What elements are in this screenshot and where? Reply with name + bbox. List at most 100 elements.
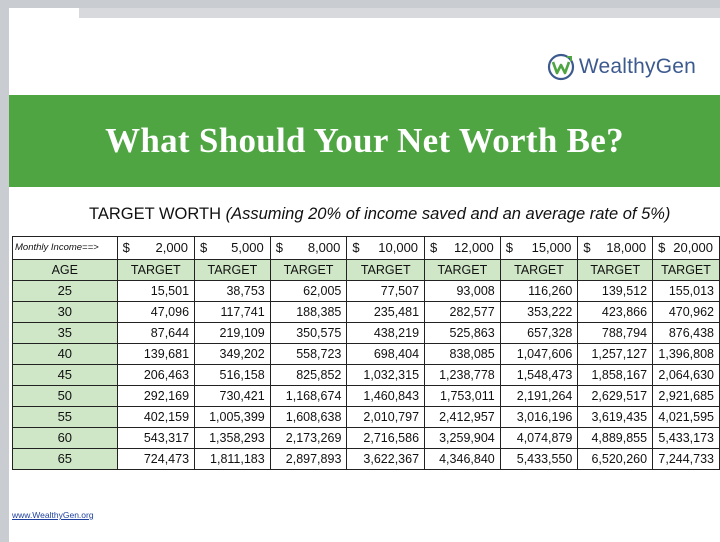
target-value-cell: 2,716,586 <box>346 427 426 449</box>
target-value-cell: 353,222 <box>499 301 579 323</box>
currency-symbol: $ <box>200 240 208 255</box>
target-value-cell: 77,507 <box>346 280 426 302</box>
target-value-cell: 282,577 <box>424 301 501 323</box>
target-value-cell: 117,741 <box>194 301 271 323</box>
table-row: 25 15,501 38,753 62,005 77,507 93,008 116,260 1… <box>12 280 720 302</box>
target-value-cell: 730,421 <box>194 385 271 407</box>
age-cell: 55 <box>12 406 118 428</box>
target-value-cell: 1,047,606 <box>499 343 579 365</box>
currency-symbol: $ <box>505 240 513 255</box>
target-value-cell: 657,328 <box>499 322 579 344</box>
slide: WealthyGen What Should Your Net Worth Be… <box>9 8 720 542</box>
table-row: 35 87,644 219,109 350,575 438,219 525,863 657,… <box>12 322 720 344</box>
target-value-cell: 2,064,630 <box>652 364 720 386</box>
age-cell: 30 <box>12 301 118 323</box>
income-value-cell: $12,000 <box>424 236 501 260</box>
target-value-cell: 543,317 <box>116 427 196 449</box>
target-value-cell: 876,438 <box>652 322 720 344</box>
table-row: 40 139,681 349,202 558,723 698,404 838,085 1,0… <box>12 343 720 365</box>
income-value-cell: $18,000 <box>577 236 654 260</box>
target-value-cell: 3,016,196 <box>499 406 579 428</box>
age-cell: 40 <box>12 343 118 365</box>
target-value-cell: 7,244,733 <box>652 448 720 470</box>
income-amount: 10,000 <box>378 240 419 255</box>
target-value-cell: 2,412,957 <box>424 406 501 428</box>
target-value-cell: 1,858,167 <box>577 364 654 386</box>
target-value-cell: 1,548,473 <box>499 364 579 386</box>
target-value-cell: 93,008 <box>424 280 501 302</box>
target-value-cell: 1,753,011 <box>424 385 501 407</box>
table-row: 30 47,096 117,741 188,385 235,481 282,577 353,… <box>12 301 720 323</box>
age-cell: 50 <box>12 385 118 407</box>
target-value-cell: 87,644 <box>116 322 196 344</box>
table-row: 45 206,463 516,158 825,852 1,032,315 1,238,77… <box>12 364 720 386</box>
target-value-cell: 2,897,893 <box>269 448 348 470</box>
target-value-cell: 2,010,797 <box>346 406 426 428</box>
subtitle-main: TARGET WORTH <box>89 205 221 223</box>
income-value-cell: $20,000 <box>652 236 720 260</box>
target-value-cell: 825,852 <box>269 364 348 386</box>
table-row: 60 543,317 1,358,293 2,173,269 2,716,586 3,25… <box>12 427 720 449</box>
target-value-cell: 62,005 <box>269 280 348 302</box>
target-value-cell: 1,168,674 <box>269 385 348 407</box>
age-cell: 25 <box>12 280 118 302</box>
brand-name: WealthyGen <box>578 55 696 78</box>
target-value-cell: 1,608,638 <box>269 406 348 428</box>
table-subtitle: TARGET WORTH (Assuming 20% of income sav… <box>89 205 670 224</box>
target-value-cell: 402,159 <box>116 406 196 428</box>
target-value-cell: 350,575 <box>269 322 348 344</box>
target-value-cell: 1,358,293 <box>194 427 271 449</box>
income-label: Monthly Income==> <box>12 236 118 260</box>
table-row: 65 724,473 1,811,183 2,897,893 3,622,367 4,34… <box>12 448 720 470</box>
income-value-cell: $10,000 <box>346 236 426 260</box>
income-amount: 8,000 <box>307 240 341 255</box>
target-value-cell: 1,396,808 <box>652 343 720 365</box>
target-value-cell: 1,238,778 <box>424 364 501 386</box>
currency-symbol: $ <box>583 240 591 255</box>
target-value-cell: 423,866 <box>577 301 654 323</box>
target-value-cell: 116,260 <box>499 280 579 302</box>
income-value-cell: $2,000 <box>116 236 196 260</box>
target-header: TARGET <box>577 259 654 281</box>
target-header: TARGET <box>116 259 196 281</box>
currency-symbol: $ <box>275 240 283 255</box>
target-value-cell: 3,259,904 <box>424 427 501 449</box>
age-cell: 60 <box>12 427 118 449</box>
table-row: 55 402,159 1,005,399 1,608,638 2,010,797 2,41… <box>12 406 720 428</box>
target-value-cell: 206,463 <box>116 364 196 386</box>
target-value-cell: 2,629,517 <box>577 385 654 407</box>
target-value-cell: 219,109 <box>194 322 271 344</box>
target-value-cell: 525,863 <box>424 322 501 344</box>
target-value-cell: 3,619,435 <box>577 406 654 428</box>
target-value-cell: 5,433,550 <box>499 448 579 470</box>
target-value-cell: 724,473 <box>116 448 196 470</box>
target-value-cell: 2,191,264 <box>499 385 579 407</box>
target-value-cell: 3,622,367 <box>346 448 426 470</box>
target-value-cell: 2,921,685 <box>652 385 720 407</box>
currency-symbol: $ <box>658 240 666 255</box>
income-amount: 15,000 <box>531 240 572 255</box>
target-value-cell: 188,385 <box>269 301 348 323</box>
target-value-cell: 4,074,879 <box>499 427 579 449</box>
target-value-cell: 558,723 <box>269 343 348 365</box>
target-value-cell: 349,202 <box>194 343 271 365</box>
subtitle-note: (Assuming 20% of income saved and an ave… <box>225 205 671 223</box>
target-value-cell: 235,481 <box>346 301 426 323</box>
target-header: TARGET <box>194 259 271 281</box>
target-value-cell: 4,889,855 <box>577 427 654 449</box>
currency-symbol: $ <box>352 240 360 255</box>
wealthygen-logo-icon <box>547 53 574 81</box>
table-row: 50 292,169 730,421 1,168,674 1,460,843 1,753,… <box>12 385 720 407</box>
target-value-cell: 1,005,399 <box>194 406 271 428</box>
target-value-cell: 139,681 <box>116 343 196 365</box>
target-header: TARGET <box>269 259 348 281</box>
target-value-cell: 438,219 <box>346 322 426 344</box>
target-header: TARGET <box>652 259 720 281</box>
footer-link[interactable]: www.WealthyGen.org <box>12 510 94 520</box>
target-value-cell: 292,169 <box>116 385 196 407</box>
currency-symbol: $ <box>122 240 130 255</box>
currency-symbol: $ <box>430 240 438 255</box>
income-value-cell: $15,000 <box>499 236 579 260</box>
target-header: TARGET <box>424 259 501 281</box>
target-value-cell: 2,173,269 <box>269 427 348 449</box>
